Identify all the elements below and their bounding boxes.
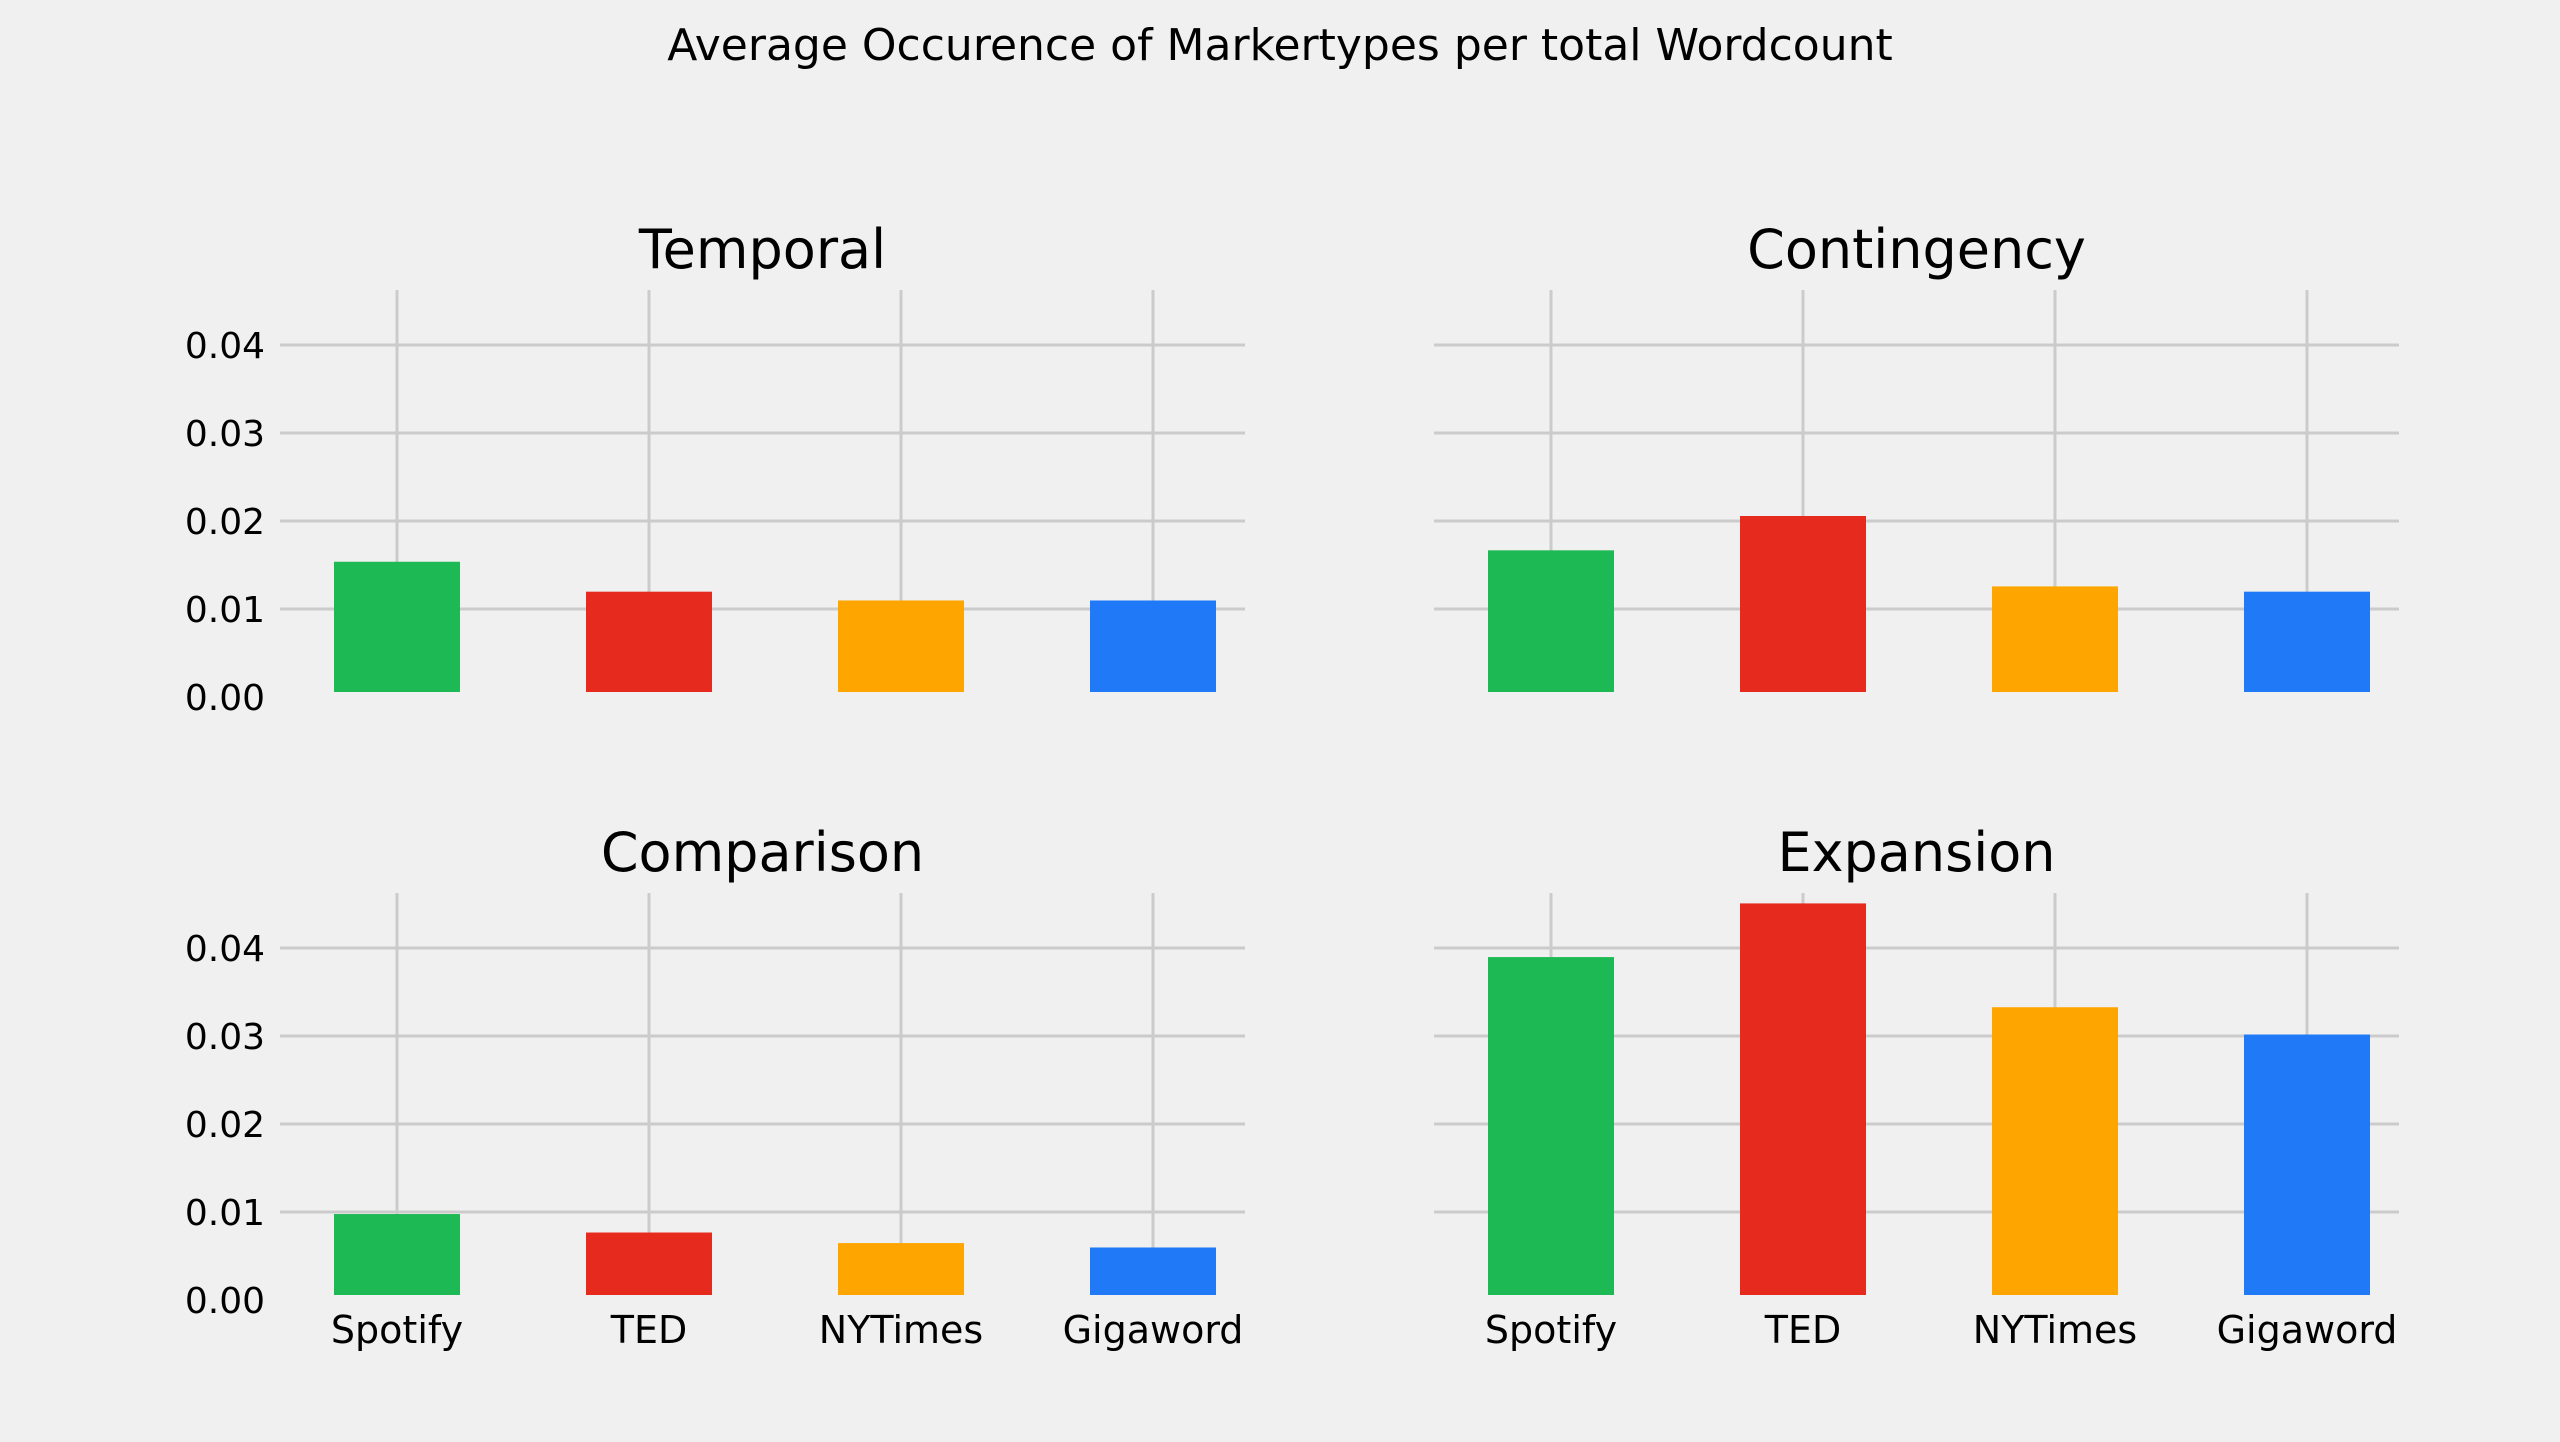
bar-gigaword [1090, 600, 1216, 692]
y-tick-label: 0.03 [185, 414, 265, 455]
bar-nytimes [838, 1243, 964, 1295]
bar-ted [1740, 516, 1866, 692]
y-tick-label: 0.01 [185, 590, 265, 631]
bar-spotify [1488, 550, 1614, 692]
panel-title: Temporal [638, 218, 886, 281]
panel-title: Contingency [1747, 218, 2086, 281]
panel-title: Comparison [601, 821, 924, 884]
x-tick-label: NYTimes [819, 1308, 983, 1352]
x-tick-label: NYTimes [1973, 1308, 2137, 1352]
bar-spotify [334, 561, 460, 692]
bar-nytimes [1992, 586, 2118, 692]
bar-nytimes [1992, 1007, 2118, 1295]
bar-ted [586, 591, 712, 692]
panel-comparison: Comparison 0.00 0.01 0.02 0.03 0.04 Spotify TED… [185, 821, 1245, 1352]
bar-spotify [1488, 957, 1614, 1295]
x-tick-label: Gigaword [1063, 1308, 1244, 1352]
chart-title: Average Occurence of Markertypes per tot… [667, 20, 1893, 71]
panel-expansion: Expansion Spotify TED NYTimes Gigaword [1434, 821, 2399, 1352]
x-tick-label: TED [610, 1308, 687, 1352]
x-tick-label: Gigaword [2217, 1308, 2398, 1352]
y-tick-label: 0.00 [185, 1281, 265, 1322]
x-tick-label: Spotify [331, 1308, 463, 1352]
y-tick-label: 0.04 [185, 326, 265, 367]
y-tick-label: 0.02 [185, 1105, 265, 1146]
bar-ted [1740, 903, 1866, 1295]
bar-nytimes [838, 600, 964, 692]
bar-gigaword [2244, 591, 2370, 692]
panel-contingency: Contingency [1434, 218, 2399, 692]
y-tick-label: 0.04 [185, 929, 265, 970]
bar-ted [586, 1232, 712, 1295]
x-tick-label: TED [1764, 1308, 1841, 1352]
bar-gigaword [1090, 1247, 1216, 1295]
y-tick-label: 0.02 [185, 502, 265, 543]
y-tick-label: 0.01 [185, 1193, 265, 1234]
panel-title: Expansion [1777, 821, 2055, 884]
y-tick-label: 0.00 [185, 678, 265, 719]
y-tick-label: 0.03 [185, 1017, 265, 1058]
panel-temporal: Temporal 0.00 0.01 0.02 0.03 0.04 [185, 218, 1245, 719]
x-tick-label: Spotify [1485, 1308, 1617, 1352]
bar-spotify [334, 1214, 460, 1295]
bar-gigaword [2244, 1034, 2370, 1295]
